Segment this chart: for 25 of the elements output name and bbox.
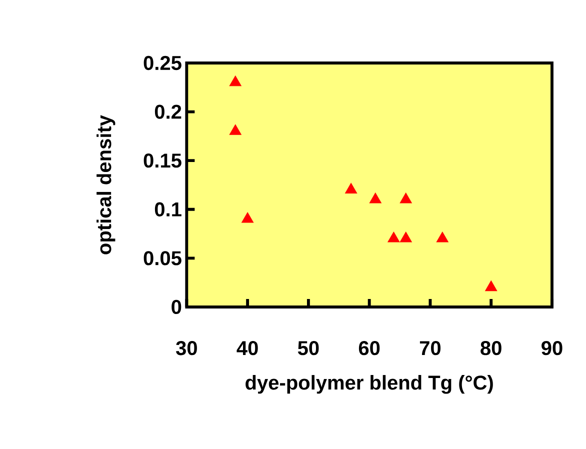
y-tick-label: 0	[172, 300, 182, 314]
point	[229, 76, 242, 86]
y-tick-label: 0.25	[144, 56, 182, 70]
y-tick-label: 0.1	[154, 202, 182, 216]
x-tick-label: 80	[480, 341, 502, 356]
y-tick-label: 0.05	[144, 251, 182, 266]
point	[242, 212, 254, 223]
point	[436, 232, 448, 242]
x-tick-label: 30	[176, 341, 197, 356]
y-axis-title: optical density	[96, 115, 116, 254]
point	[400, 232, 412, 242]
x-tick-label: 60	[358, 341, 380, 356]
x-tick-label: 50	[298, 341, 319, 356]
y-tick-label: 0.15	[144, 154, 182, 168]
point	[369, 192, 382, 204]
y-tick-label: 0.2	[154, 104, 182, 119]
x-tick-label: 70	[420, 341, 441, 356]
point	[388, 232, 400, 242]
point	[485, 280, 498, 292]
point	[229, 124, 242, 135]
x-tick-label: 90	[542, 341, 562, 356]
x-axis-title: dye-polymer blend Tg (°C)	[246, 375, 493, 394]
point	[400, 192, 412, 204]
point	[345, 182, 358, 194]
x-tick-label: 40	[236, 341, 258, 356]
